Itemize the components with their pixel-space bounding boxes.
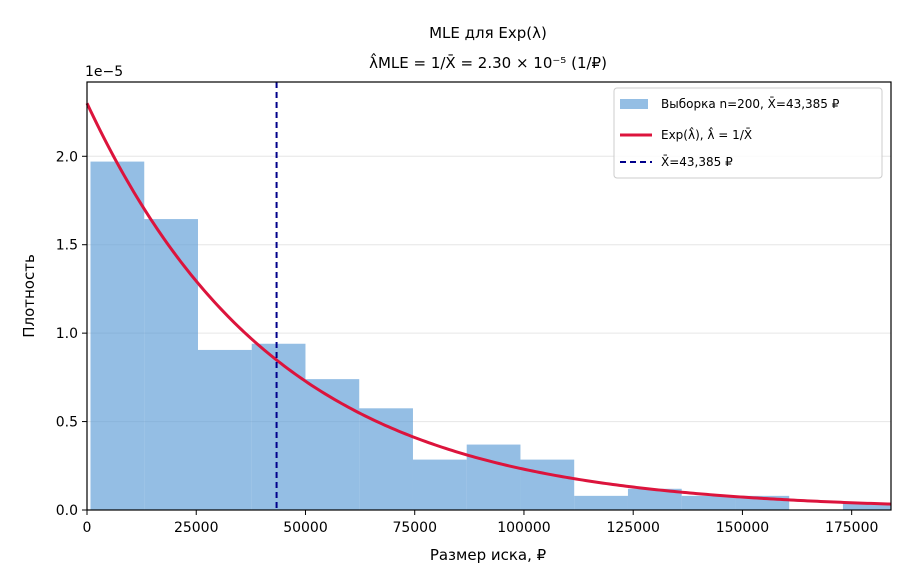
x-tick-label-6: 150000 [716, 520, 769, 536]
x-tick-label-2: 50000 [283, 520, 328, 536]
histogram-bar-10 [627, 488, 682, 510]
histogram-bar-4 [305, 379, 360, 510]
histogram-bar-14 [842, 502, 891, 510]
legend-histogram-label: Выборка n=200, X̄=43,385 ₽ [661, 97, 840, 111]
x-tick-label-0: 0 [83, 520, 92, 536]
legend-mean-label: X̄=43,385 ₽ [661, 155, 733, 169]
x-tick-label-5: 125000 [606, 520, 659, 536]
x-tick-label-3: 75000 [392, 520, 437, 536]
exp-density-curve [85, 102, 892, 506]
histogram-bar-11 [681, 495, 736, 510]
legend: Выборка n=200, X̄=43,385 ₽ Exp(λ̂), λ̂ =… [613, 87, 883, 179]
x-tick-label-7: 175000 [825, 520, 878, 536]
histogram-bar-7 [466, 444, 521, 510]
histogram-bar-5 [359, 408, 413, 510]
legend-histogram-swatch [620, 99, 648, 109]
y-offset-label: 1e−5 [85, 64, 123, 80]
histogram-bar-8 [520, 459, 575, 510]
histogram-bars [90, 161, 891, 511]
y-axis-title: Плотность [20, 254, 38, 338]
histogram-bar-6 [412, 459, 467, 510]
exp-curve-layer [85, 102, 892, 506]
y-tick-label-2: 1.0 [56, 326, 78, 342]
x-tick-label-4: 100000 [497, 520, 550, 536]
plot-frame [86, 81, 892, 511]
histogram-bar-0 [90, 161, 145, 510]
x-axis-ticks: 0 25000 50000 75000 100000 125000 150000 175000 [83, 510, 878, 536]
histogram-bar-9 [574, 495, 628, 510]
legend-curve-label: Exp(λ̂), λ̂ = 1/X̄ [661, 126, 752, 142]
y-tick-label-4: 2.0 [56, 149, 78, 165]
histogram-bar-2 [197, 349, 252, 510]
y-tick-label-0: 0.0 [56, 503, 78, 519]
histogram-bar-1 [144, 219, 198, 511]
chart-title: MLE для Exp(λ) [429, 24, 547, 42]
y-tick-label-3: 1.5 [56, 238, 78, 254]
histogram-bar-3 [251, 343, 306, 510]
chart-subtitle: λ̂MLE = 1/X̄ = 2.30 × 10⁻⁵ (1/₽) [369, 52, 607, 72]
x-tick-label-1: 25000 [174, 520, 219, 536]
legend-box [613, 87, 883, 179]
x-axis-title: Размер иска, ₽ [430, 546, 547, 564]
y-axis-ticks: 0.0 0.5 1.0 1.5 2.0 [56, 149, 87, 519]
y-tick-label-1: 0.5 [56, 415, 78, 431]
